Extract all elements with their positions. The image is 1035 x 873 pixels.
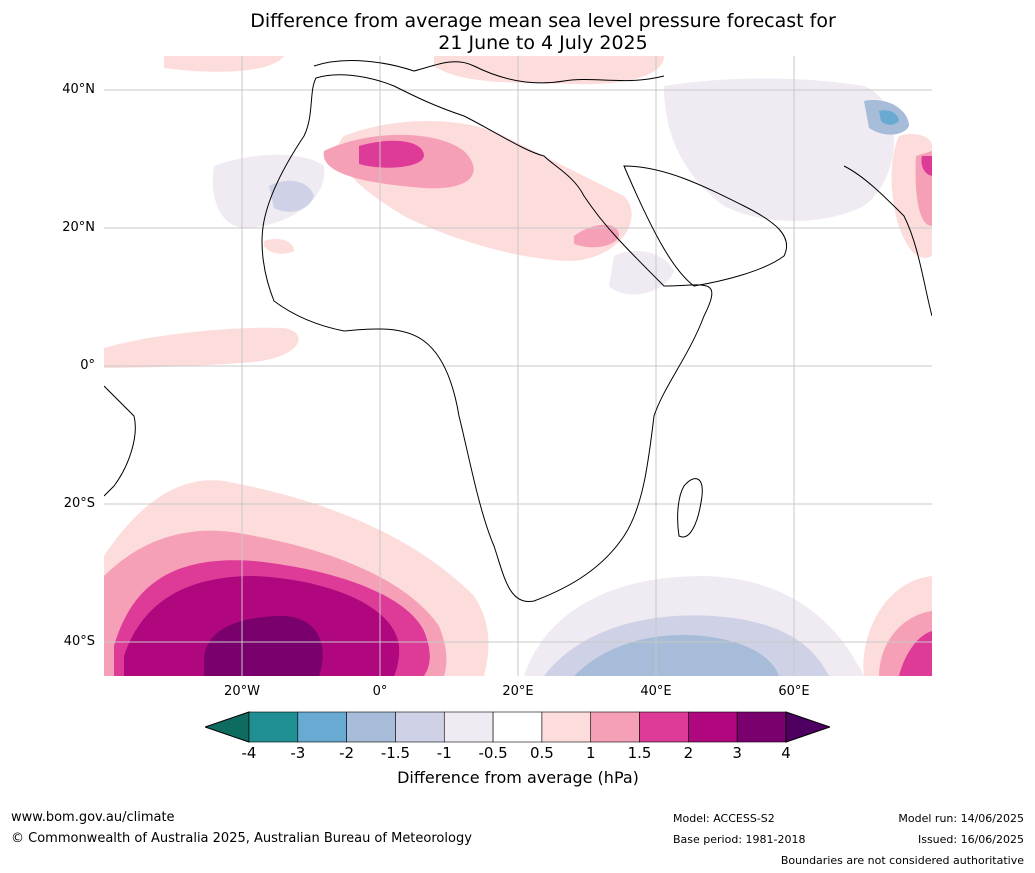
colorbar (205, 711, 830, 743)
colorbar-cell (346, 711, 396, 743)
asia-anomaly-neg05 (664, 78, 894, 221)
title-line-1: Difference from average mean sea level p… (250, 10, 836, 32)
arabia-anomaly-1 (574, 224, 619, 248)
lat-tick-20n: 20°N (62, 220, 95, 235)
colorbar-tick-label: 2 (683, 744, 694, 762)
equatorial-atlantic-anomaly (104, 327, 299, 368)
africa-coastline (261, 74, 713, 602)
colorbar-title: Difference from average (hPa) (397, 768, 639, 787)
lat-tick-0: 0° (80, 358, 95, 373)
colorbar-extend-high (785, 711, 830, 743)
colorbar-cell (492, 711, 543, 743)
colorbar-tick-label: -1.5 (380, 744, 411, 762)
east-africa-anomaly-neg05 (609, 251, 674, 295)
west-africa-anomaly-05 (264, 239, 294, 254)
lon-tick-40e: 40°E (640, 684, 672, 699)
lon-tick-20w: 20°W (224, 684, 260, 699)
colorbar-tick-label: -1 (436, 744, 452, 762)
lon-tick-0: 0° (372, 684, 388, 699)
colorbar-cell (395, 711, 445, 743)
colorbar-cell (541, 711, 592, 743)
coastlines (104, 60, 932, 602)
lat-tick-20s: 20°S (63, 496, 95, 511)
south-indian-anomaly-neg15 (574, 635, 779, 676)
colorbar-extend-low (205, 711, 250, 743)
colorbar-tick-label: 1 (585, 744, 596, 762)
colorbar-tick-label: 1.5 (627, 744, 652, 762)
colorbar-cell (590, 711, 640, 743)
footer-issued: Issued: 16/06/2025 (917, 833, 1024, 846)
asia-anomaly-neg2 (879, 110, 899, 125)
north-anomaly-05 (164, 56, 284, 72)
europe-anomaly-05 (434, 56, 664, 85)
map-gridlines (104, 56, 932, 676)
colorbar-cell (639, 711, 689, 743)
footer-disclaimer: Boundaries are not considered authoritat… (780, 854, 1024, 867)
india-anomaly-15 (921, 156, 932, 176)
colorbar-tick-label: -4 (241, 744, 257, 762)
colorbar-cell (297, 711, 347, 743)
colorbar-cell (688, 711, 738, 743)
colorbar-cells (205, 711, 830, 743)
colorbar-cell (248, 711, 299, 743)
footer-url[interactable]: www.bom.gov.au/climate (11, 810, 175, 825)
colorbar-tick-label: -3 (290, 744, 306, 762)
madagascar-coastline (677, 478, 703, 538)
colorbar-cell (736, 711, 787, 743)
colorbar-tick-label: 3 (732, 744, 742, 762)
europe-coastline (313, 60, 665, 84)
south-atlantic-anomaly-3 (204, 616, 323, 676)
lon-tick-20e: 20°E (502, 684, 534, 699)
canary-anomaly-neg1 (269, 180, 314, 212)
lat-tick-40n: 40°N (62, 82, 95, 97)
footer-model-run: Model run: 14/06/2025 (898, 812, 1024, 825)
sahara-anomaly-15 (359, 140, 424, 168)
colorbar-tick-label: 0.5 (529, 744, 554, 762)
colorbar-cell (443, 711, 494, 743)
footer-base-period: Base period: 1981-2018 (673, 833, 806, 846)
footer-copyright: © Commonwealth of Australia 2025, Austra… (11, 831, 472, 846)
title-line-2: 21 June to 4 July 2025 (438, 32, 648, 54)
footer-model: Model: ACCESS-S2 (673, 812, 775, 825)
south-america-coastline (104, 385, 136, 497)
lat-tick-40s: 40°S (63, 634, 95, 649)
map-title: Difference from average mean sea level p… (0, 10, 1035, 54)
lon-tick-60e: 60°E (778, 684, 810, 699)
pressure-anomaly-map (104, 56, 932, 676)
colorbar-tick-label: -2 (339, 744, 355, 762)
arabia-coastline (623, 165, 787, 287)
colorbar-tick-label: 4 (781, 744, 791, 762)
anomaly-shading (104, 56, 932, 676)
colorbar-tick-label: -0.5 (478, 744, 508, 762)
india-coastline (843, 165, 932, 317)
